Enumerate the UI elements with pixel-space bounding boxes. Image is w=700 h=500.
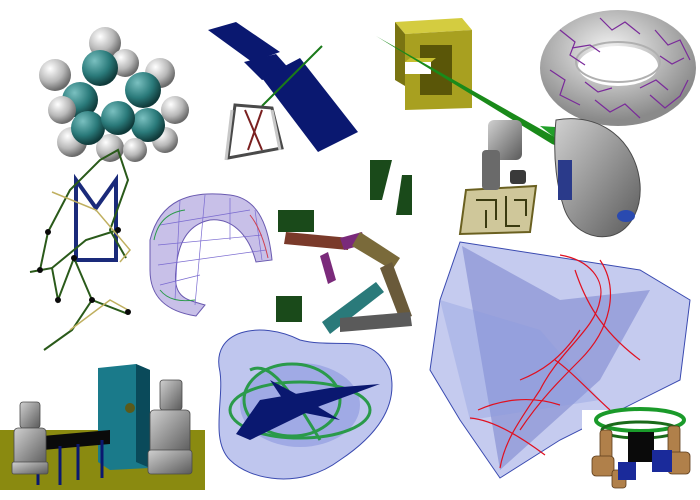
block-with-beam bbox=[376, 18, 570, 150]
folding-surface-mesh bbox=[149, 193, 273, 317]
wooden-hands-grasping bbox=[582, 407, 700, 490]
blue-blob-with-green-loops bbox=[218, 329, 393, 480]
flat-panel-robot bbox=[208, 22, 358, 161]
molecule-model bbox=[39, 27, 189, 162]
torus-path-network bbox=[540, 10, 696, 126]
humanoid-robots-table bbox=[0, 364, 205, 490]
line-linkage-diagram bbox=[29, 148, 131, 351]
planar-linkage-arm bbox=[276, 160, 412, 334]
translucent-volume-with-red-paths bbox=[429, 241, 691, 479]
robot-arm-maze bbox=[458, 118, 641, 238]
